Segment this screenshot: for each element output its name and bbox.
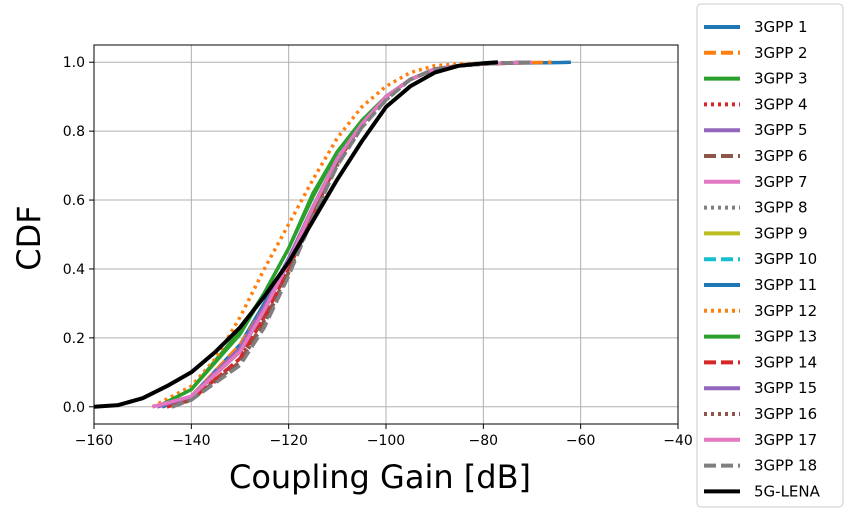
legend-label: 3GPP 4 xyxy=(754,95,808,113)
x-axis-label: Coupling Gain [dB] xyxy=(229,458,531,496)
series-lines xyxy=(93,60,571,409)
legend-label: 3GPP 13 xyxy=(754,328,817,346)
y-tick-label: 0.8 xyxy=(63,124,85,140)
axis-ticks: −160 −140 −120 −100 −80 −60 −40 0.0 0.2 0.4 0.6 0.8… xyxy=(63,55,693,449)
y-axis-label: CDF xyxy=(10,205,48,270)
legend-label: 3GPP 15 xyxy=(754,379,817,397)
x-tick-label: −140 xyxy=(172,433,210,449)
x-tick-label: −120 xyxy=(269,433,307,449)
legend-label: 3GPP 9 xyxy=(754,224,808,242)
legend-label: 3GPP 18 xyxy=(754,457,817,475)
series-line-3gpp-18 xyxy=(171,60,533,409)
grid-lines xyxy=(93,45,679,424)
legend: 3GPP 1 3GPP 2 3GPP 3 3GPP 4 3GPP 5 3GPP 6 3GPP… xyxy=(696,3,844,508)
series-line-3gpp-6 xyxy=(171,60,533,409)
x-tick-label: −60 xyxy=(566,433,596,449)
y-tick-label: 0.6 xyxy=(63,193,85,209)
series-line-3gpp-16 xyxy=(171,60,533,409)
x-tick-label: −80 xyxy=(469,433,499,449)
y-tick-label: 0.4 xyxy=(63,262,85,278)
legend-label: 3GPP 8 xyxy=(754,199,808,217)
series-line-3gpp-12 xyxy=(151,60,533,409)
legend-label: 3GPP 12 xyxy=(754,302,817,320)
y-tick-label: 1.0 xyxy=(63,55,85,71)
legend-label: 3GPP 7 xyxy=(754,173,808,191)
legend-label: 3GPP 16 xyxy=(754,405,817,423)
legend-label: 3GPP 17 xyxy=(754,431,817,449)
legend-label: 3GPP 6 xyxy=(754,147,808,165)
y-tick-label: 0.2 xyxy=(63,331,85,347)
legend-label: 3GPP 11 xyxy=(754,276,817,294)
legend-label: 3GPP 14 xyxy=(754,353,817,371)
legend-label: 5G-LENA xyxy=(754,482,821,500)
legend-label: 3GPP 2 xyxy=(754,44,808,62)
x-tick-label: −100 xyxy=(367,433,405,449)
series-line-5g-lena xyxy=(93,60,499,409)
x-tick-label: −160 xyxy=(75,433,113,449)
legend-label: 3GPP 1 xyxy=(754,18,808,36)
y-tick-label: 0.0 xyxy=(63,400,85,416)
legend-label: 3GPP 3 xyxy=(754,70,808,88)
x-tick-label: −40 xyxy=(663,433,693,449)
series-line-3gpp-8 xyxy=(171,60,533,409)
legend-label: 3GPP 10 xyxy=(754,250,817,268)
legend-label: 3GPP 5 xyxy=(754,121,808,139)
